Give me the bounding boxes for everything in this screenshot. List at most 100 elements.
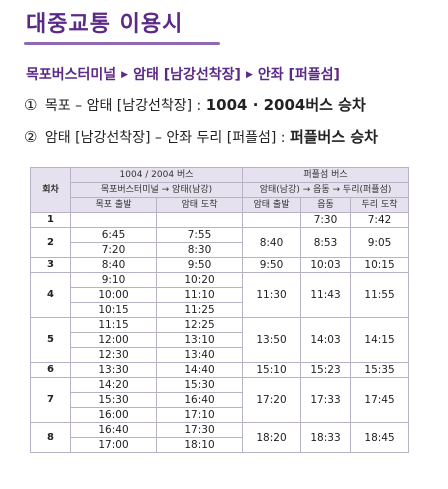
header-col-amtae-depart: 암태 출발 <box>242 197 302 213</box>
step-number-1: ① <box>24 96 38 114</box>
mokpo-depart-time: 12:00 <box>70 332 157 348</box>
amtae-arrive-time: 9:50 <box>155 257 244 273</box>
instruction-line-1: ① 목포 – 암태 [남강선착장] : 1004 · 2004버스 승차 <box>24 94 366 115</box>
route-stop-amtae: 암태 [남강선착장] <box>133 67 241 83</box>
instruction-1-bus: 1004 · 2004버스 승차 <box>205 96 366 114</box>
mokpo-depart-time: 6:45 <box>70 227 157 243</box>
eupdong-time: 18:33 <box>300 422 352 453</box>
round-number: 4 <box>30 272 71 318</box>
amtae-arrive-time: 10:20 <box>155 272 244 288</box>
table-row: 7 14:20 15:30 17:20 17:33 17:45 <box>30 377 410 423</box>
table-row: 1 7:30 7:42 <box>30 212 410 228</box>
mokpo-depart-time: 13:30 <box>70 362 157 378</box>
amtae-arrive-time: 8:30 <box>155 242 244 258</box>
route-arrow-icon: ▶ <box>245 70 253 80</box>
duri-arrive-time: 14:15 <box>350 317 410 363</box>
round-number: 7 <box>30 377 71 423</box>
mokpo-depart-time: 16:40 <box>70 422 157 438</box>
header-col-amtae-arrive: 암태 도착 <box>155 197 244 213</box>
instruction-2-text: 암태 [남강선착장] – 안좌 두리 [퍼플섬] : <box>44 130 290 146</box>
page-title: 대중교통 이용시 <box>26 12 184 37</box>
instruction-1-text: 목포 – 암태 [남강선착장] : <box>44 98 206 114</box>
table-row: 4 9:10 10:20 11:30 11:43 11:55 <box>30 272 410 318</box>
mokpo-depart-time: 16:00 <box>70 407 157 423</box>
eupdong-time: 15:23 <box>300 362 352 378</box>
mokpo-depart-time: 10:00 <box>70 287 157 303</box>
mokpo-depart-time: 17:00 <box>70 437 157 453</box>
amtae-arrive-time: 15:30 <box>155 377 244 393</box>
mokpo-depart-time: 14:20 <box>70 377 157 393</box>
amtae-arrive-time: 17:30 <box>155 422 244 438</box>
route-stop-terminal: 목포버스터미널 <box>26 67 117 83</box>
mokpo-depart-time <box>70 212 157 228</box>
amtae-arrive-time: 13:10 <box>155 332 244 348</box>
table-row: 8 16:40 17:30 18:20 18:33 18:45 <box>30 422 410 453</box>
mokpo-depart-time: 8:40 <box>70 257 157 273</box>
table-row: 12:30 13:40 <box>31 347 409 363</box>
instruction-line-2: ② 암태 [남강선착장] – 안좌 두리 [퍼플섬] : 퍼플버스 승차 <box>24 126 378 147</box>
header-col-eupdong: 읍동 <box>300 197 352 213</box>
route-arrow-icon: ▶ <box>121 70 129 80</box>
duri-arrive-time: 7:42 <box>350 212 410 228</box>
amtae-arrive-time: 18:10 <box>155 437 244 453</box>
amtae-arrive-time: 14:40 <box>155 362 244 378</box>
table-row: 5 11:15 12:25 13:50 14:03 14:15 <box>30 317 410 363</box>
instruction-2-bus: 퍼플버스 승차 <box>289 128 378 146</box>
duri-arrive-time: 18:45 <box>350 422 410 453</box>
table-row: 2 6:45 7:55 8:40 8:53 9:05 <box>30 227 410 258</box>
amtae-arrive-time: 7:55 <box>155 227 244 243</box>
mokpo-depart-time: 9:10 <box>70 272 157 288</box>
eupdong-time: 14:03 <box>300 317 352 363</box>
amtae-depart-time: 17:20 <box>242 377 302 423</box>
table-row: 17:00 18:10 <box>31 437 409 453</box>
amtae-arrive-time: 11:25 <box>155 302 244 318</box>
eupdong-time: 8:53 <box>300 227 352 258</box>
eupdong-time: 7:30 <box>300 212 352 228</box>
amtae-depart-time: 11:30 <box>242 272 302 318</box>
round-number: 5 <box>30 317 71 363</box>
round-number: 2 <box>30 227 71 258</box>
eupdong-time: 10:03 <box>300 257 352 273</box>
route-stop-anjwa: 안좌 [퍼플섬] <box>257 67 340 83</box>
table-row: 3 8:40 9:50 9:50 10:03 10:15 <box>30 257 410 273</box>
route-summary: 목포버스터미널 ▶ 암태 [남강선착장] ▶ 안좌 [퍼플섬] <box>26 64 340 84</box>
header-group-1004: 1004 / 2004 버스 <box>69 167 244 183</box>
amtae-arrive-time: 17:10 <box>155 407 244 423</box>
header-col-mokpo-depart: 목포 출발 <box>70 197 157 213</box>
title-underline <box>24 42 220 45</box>
amtae-arrive-time: 16:40 <box>155 392 244 408</box>
header-group-purple: 퍼플섬 버스 <box>242 167 410 183</box>
header-round: 회차 <box>30 167 71 213</box>
amtae-depart-time: 15:10 <box>242 362 302 378</box>
step-number-2: ② <box>24 128 38 146</box>
mokpo-depart-time: 7:20 <box>70 242 157 258</box>
amtae-depart-time <box>242 212 302 228</box>
round-number: 3 <box>30 257 71 273</box>
duri-arrive-time: 11:55 <box>350 272 410 318</box>
amtae-arrive-time: 13:40 <box>155 347 244 363</box>
amtae-depart-time: 8:40 <box>242 227 302 258</box>
mokpo-depart-time: 12:30 <box>70 347 157 363</box>
amtae-arrive-time: 12:25 <box>155 317 244 333</box>
mokpo-depart-time: 10:15 <box>70 302 157 318</box>
duri-arrive-time: 15:35 <box>350 362 410 378</box>
timetable: 회차 1004 / 2004 버스 퍼플섬 버스 목포버스터미널 → 암태(남강… <box>30 167 410 453</box>
table-row: 6 13:30 14:40 15:10 15:23 15:35 <box>30 362 410 378</box>
eupdong-time: 11:43 <box>300 272 352 318</box>
round-number: 8 <box>30 422 71 453</box>
header-route-purple: 암태(남강) → 읍동 → 두리(퍼플섬) <box>242 182 410 198</box>
amtae-arrive-time <box>155 212 244 228</box>
table-row: 10:15 11:25 <box>31 302 409 318</box>
mokpo-depart-time: 11:15 <box>70 317 157 333</box>
amtae-depart-time: 18:20 <box>242 422 302 453</box>
round-number: 1 <box>30 212 71 228</box>
amtae-arrive-time: 11:10 <box>155 287 244 303</box>
mokpo-depart-time: 15:30 <box>70 392 157 408</box>
duri-arrive-time: 10:15 <box>350 257 410 273</box>
table-row: 16:00 17:10 <box>31 407 409 423</box>
amtae-depart-time: 9:50 <box>242 257 302 273</box>
header-route-1004: 목포버스터미널 → 암태(남강) <box>69 182 244 198</box>
duri-arrive-time: 9:05 <box>350 227 410 258</box>
header-col-duri-arrive: 두리 도착 <box>350 197 410 213</box>
eupdong-time: 17:33 <box>300 377 352 423</box>
